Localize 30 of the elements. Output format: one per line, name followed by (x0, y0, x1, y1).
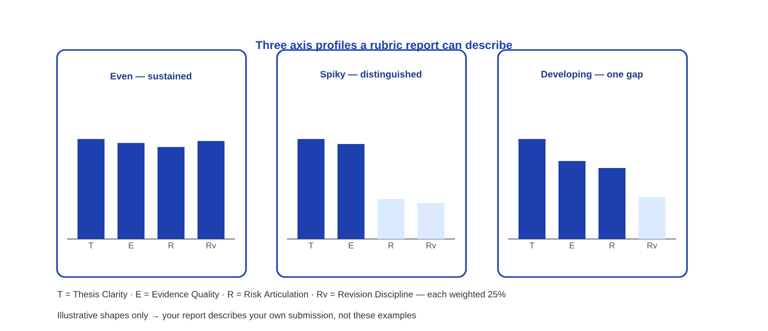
chart-title: Developing — one gap (541, 70, 643, 80)
x-tick-label: E (128, 242, 134, 248)
bar (378, 198, 405, 239)
x-tick-label: Rv (647, 242, 658, 248)
bar (598, 168, 626, 239)
x-tick-label: T (308, 242, 314, 248)
text: Illustrative shapes only → your report describes your own submission, not these examples (58, 312, 416, 320)
bar (558, 160, 586, 239)
bar (118, 142, 145, 239)
x-tick-label: Rv (206, 242, 216, 248)
bar (298, 138, 325, 239)
x-tick-label: R (168, 242, 174, 248)
chart-title: Even — sustained (110, 72, 192, 80)
x-tick-label: T (530, 242, 534, 248)
bar (518, 138, 546, 239)
bar (198, 140, 225, 239)
bar (158, 146, 185, 239)
x-tick-label: E (348, 242, 354, 248)
bar (418, 202, 445, 239)
x-tick-label: E (570, 242, 574, 248)
x-tick-label: T (88, 242, 94, 248)
bar (78, 138, 105, 239)
chart-title: Spiky — distinguished (320, 70, 422, 80)
bar (638, 196, 666, 239)
text: T = Thesis Clarity · E = Evidence Quality · R = Risk Articulation · Rv = Revision Discipline — each weighted 25% (57, 290, 506, 300)
bar (338, 144, 365, 239)
text: Three axis profiles a rubric report can describe (256, 40, 512, 52)
x-tick-label: Rv (426, 242, 436, 248)
x-tick-label: R (388, 242, 394, 248)
x-tick-label: R (610, 242, 615, 248)
